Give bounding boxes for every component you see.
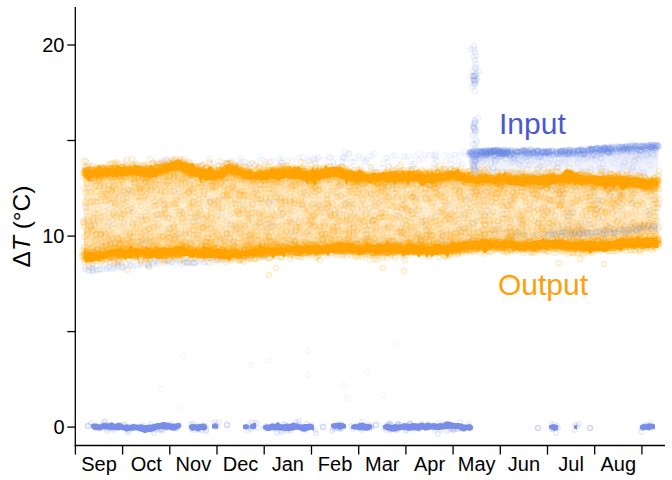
svg-text:0: 0	[53, 416, 64, 438]
svg-text:Feb: Feb	[318, 453, 352, 475]
svg-text:Jan: Jan	[272, 453, 304, 475]
svg-text:ΔT (°C): ΔT (°C)	[8, 186, 35, 268]
svg-text:Oct: Oct	[131, 453, 163, 475]
svg-text:May: May	[458, 453, 496, 475]
svg-text:Input: Input	[499, 107, 566, 140]
svg-text:Nov: Nov	[176, 453, 212, 475]
svg-text:Jun: Jun	[508, 453, 540, 475]
svg-text:Aug: Aug	[601, 453, 637, 475]
svg-text:Jul: Jul	[558, 453, 584, 475]
svg-text:Output: Output	[498, 268, 589, 301]
svg-text:Apr: Apr	[414, 453, 445, 475]
svg-text:Sep: Sep	[81, 453, 117, 475]
svg-text:20: 20	[42, 34, 64, 56]
svg-text:Mar: Mar	[365, 453, 400, 475]
svg-text:Dec: Dec	[223, 453, 259, 475]
svg-text:10: 10	[42, 225, 64, 247]
